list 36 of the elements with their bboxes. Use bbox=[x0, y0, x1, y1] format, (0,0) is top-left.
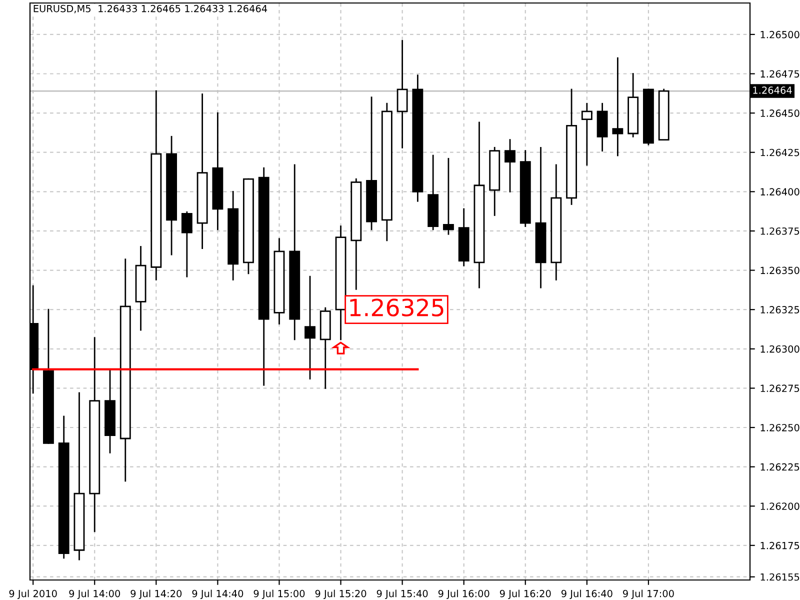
ref-line-label: 1.26464 bbox=[753, 86, 792, 94]
y-tick-label: 1.26500 bbox=[760, 30, 800, 38]
x-tick-label: 9 Jul 16:00 bbox=[438, 590, 490, 600]
y-tick-label: 1.26400 bbox=[760, 188, 800, 196]
y-tick-label: 1.26325 bbox=[760, 306, 800, 314]
candlestick bbox=[581, 102, 592, 166]
x-tick-label: 9 Jul 2010 bbox=[9, 590, 57, 600]
x-tick-label: 9 Jul 15:00 bbox=[254, 590, 305, 600]
x-tick-label: 9 Jul 16:40 bbox=[561, 590, 612, 600]
y-tick-label: 1.26475 bbox=[760, 70, 800, 78]
candlestick bbox=[504, 139, 516, 192]
chart-title: EURUSD,M5 1.26433 1.26465 1.26433 1.26464 bbox=[34, 4, 268, 14]
y-tick-label: 1.26200 bbox=[760, 502, 800, 510]
y-tick-label: 1.26250 bbox=[760, 424, 800, 432]
x-tick-label: 9 Jul 14:20 bbox=[130, 590, 182, 600]
x-tick-label: 9 Jul 14:40 bbox=[192, 590, 244, 600]
y-tick-label: 1.26300 bbox=[760, 345, 800, 353]
candlestick bbox=[396, 40, 408, 148]
candlestick bbox=[181, 211, 192, 278]
y-tick-label: 1.26425 bbox=[760, 148, 800, 156]
candlestick bbox=[612, 57, 624, 156]
y-tick-label: 1.26375 bbox=[760, 227, 800, 235]
x-tick-label: 9 Jul 15:20 bbox=[315, 590, 366, 600]
y-tick-label: 1.26155 bbox=[760, 573, 800, 581]
x-tick-label: 9 Jul 17:00 bbox=[623, 590, 674, 600]
x-tick-label: 9 Jul 14:00 bbox=[69, 590, 120, 600]
y-tick-label: 1.26350 bbox=[760, 266, 800, 274]
candlestick bbox=[442, 158, 454, 235]
y-tick-label: 1.26175 bbox=[760, 542, 800, 550]
annotation: 1.26325 bbox=[350, 298, 444, 316]
y-tick-label: 1.26450 bbox=[760, 110, 800, 117]
x-tick-label: 9 Jul 16:20 bbox=[500, 590, 551, 600]
x-tick-label: 9 Jul 15:40 bbox=[376, 590, 428, 600]
candlestick bbox=[304, 276, 316, 380]
y-tick-label: 1.26275 bbox=[760, 384, 800, 392]
y-tick-label: 1.26225 bbox=[760, 463, 800, 471]
